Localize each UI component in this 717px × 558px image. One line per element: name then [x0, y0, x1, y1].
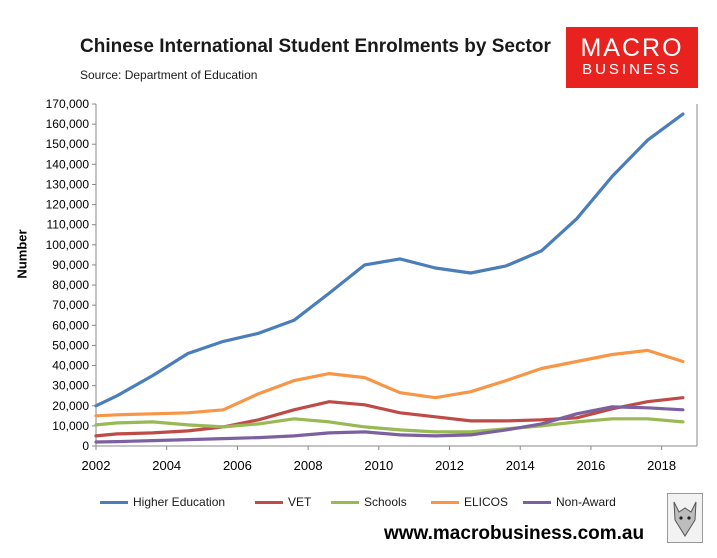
- x-tick-label: 2008: [294, 458, 323, 470]
- series-line-schools: [94, 417, 685, 434]
- legend-swatch-vet: [255, 500, 283, 504]
- y-tick-label: 150,000: [46, 137, 90, 151]
- chart-title: Chinese International Student Enrolments…: [80, 36, 551, 57]
- wolf-logo-icon: [667, 493, 703, 543]
- series-line-non-award: [94, 405, 685, 444]
- legend-label-vet: VET: [288, 495, 312, 509]
- legend-label-higher-education: Higher Education: [133, 495, 226, 509]
- x-tick-label: 2014: [506, 458, 535, 470]
- legend-swatch-higher-education: [100, 500, 128, 504]
- legend-swatch-schools: [331, 500, 359, 504]
- y-tick-label: 40,000: [52, 359, 89, 373]
- line-chart: 0 10,000 20,000 30,000 40,000 50,000 60,000 70,…: [46, 97, 698, 470]
- y-tick-label: 80,000: [52, 278, 89, 292]
- wolf-drawing: [673, 501, 697, 537]
- y-tick-label: 160,000: [46, 117, 90, 131]
- legend-item-higher-education: Higher Education: [100, 495, 225, 509]
- series-lines: [94, 112, 685, 444]
- y-tick-label: 10,000: [52, 419, 89, 433]
- y-tick-label: 90,000: [52, 258, 89, 272]
- y-tick-label: 120,000: [46, 198, 90, 212]
- legend-label-schools: Schools: [364, 495, 407, 509]
- series-line-higher-education: [94, 112, 685, 408]
- y-tick-label: 20,000: [52, 399, 89, 413]
- series-line-elicos: [94, 348, 685, 418]
- legend-label-non-award: Non-Award: [556, 495, 616, 509]
- axes: 0 10,000 20,000 30,000 40,000 50,000 60,000 70,…: [46, 97, 698, 470]
- y-tick-label: 140,000: [46, 157, 90, 171]
- y-tick-label: 60,000: [52, 318, 89, 332]
- y-tick-label: 70,000: [52, 298, 89, 312]
- legend-item-elicos: ELICOS: [431, 495, 508, 509]
- legend-item-non-award: Non-Award: [523, 495, 616, 509]
- legend-item-vet: VET: [255, 495, 311, 509]
- footer-url: www.macrobusiness.com.au: [384, 523, 645, 544]
- legend-swatch-elicos: [431, 500, 459, 504]
- y-tick-label: 130,000: [46, 177, 90, 191]
- y-tick-label: 30,000: [52, 379, 89, 393]
- legend-item-schools: Schools: [331, 495, 407, 509]
- legend-swatch-non-award: [523, 500, 551, 504]
- x-tick-label: 2002: [82, 458, 111, 470]
- logo-line-1: MACRO: [580, 34, 684, 62]
- series-line-vet: [94, 396, 685, 438]
- logo-line-2: BUSINESS: [582, 61, 682, 78]
- y-tick-label: 170,000: [46, 97, 90, 111]
- y-tick-label: 110,000: [47, 218, 90, 232]
- macrobusiness-logo: MACRO BUSINESS: [566, 27, 698, 88]
- x-tick-label: 2006: [223, 458, 252, 470]
- y-tick-label: 100,000: [46, 238, 90, 252]
- x-tick-label: 2016: [576, 458, 605, 470]
- x-tick-label: 2010: [364, 458, 393, 470]
- y-tick-label: 0: [82, 439, 89, 453]
- x-tick-label: 2004: [152, 458, 181, 470]
- chart-source: Source: Department of Education: [80, 68, 258, 82]
- y-tick-label: 50,000: [52, 338, 89, 352]
- legend-label-elicos: ELICOS: [464, 495, 509, 509]
- x-tick-label: 2012: [435, 458, 464, 470]
- x-tick-label: 2018: [647, 458, 676, 470]
